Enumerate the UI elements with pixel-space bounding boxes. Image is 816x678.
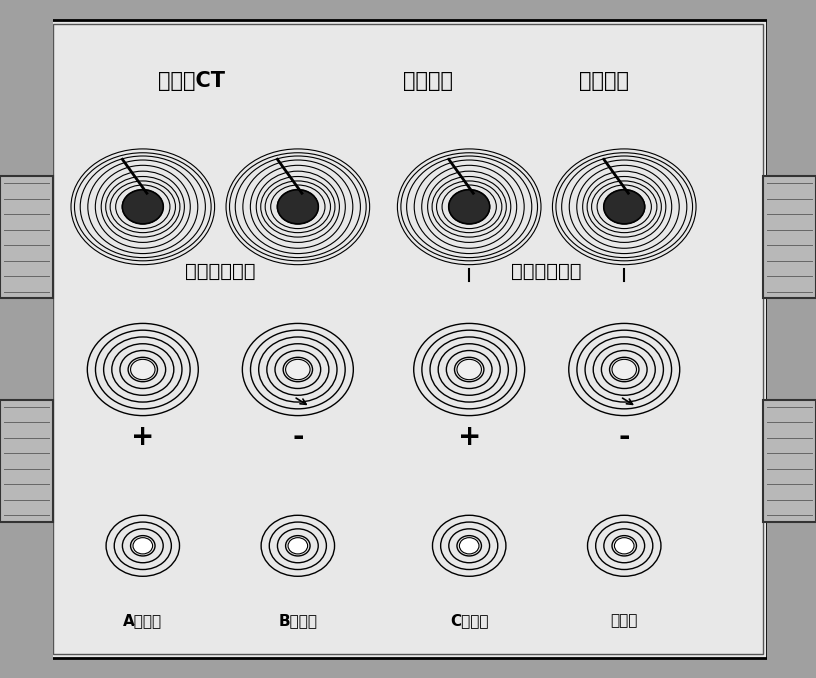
Ellipse shape [459,538,479,554]
Text: 速度测试: 速度测试 [403,71,454,92]
Bar [0,176,53,298]
Bar [767,0,816,678]
Text: +: + [458,423,481,452]
Text: B相断口: B相断口 [278,613,317,628]
Text: C相断口: C相断口 [450,613,489,628]
Text: 交直流CT: 交直流CT [158,71,225,92]
Ellipse shape [614,538,634,554]
Ellipse shape [612,359,636,380]
Text: +: + [131,423,154,452]
Ellipse shape [122,190,163,224]
Ellipse shape [457,359,481,380]
Bar [0,400,53,522]
Text: 交流电压测试: 交流电压测试 [512,262,582,281]
Ellipse shape [277,190,318,224]
Bar [763,176,816,298]
Text: A相断口: A相断口 [123,613,162,628]
Text: -: - [292,423,304,452]
Bar [53,24,763,654]
Ellipse shape [133,538,153,554]
Text: -: - [619,423,630,452]
Ellipse shape [449,190,490,224]
Text: 直流电压测试: 直流电压测试 [185,262,255,281]
Ellipse shape [286,359,310,380]
Ellipse shape [288,538,308,554]
Bar [763,400,816,522]
Ellipse shape [131,359,155,380]
Text: 振动测试: 振动测试 [579,71,629,92]
Bar [49,20,767,658]
Bar [0,0,53,678]
Text: 公共端: 公共端 [610,613,638,628]
Ellipse shape [604,190,645,224]
